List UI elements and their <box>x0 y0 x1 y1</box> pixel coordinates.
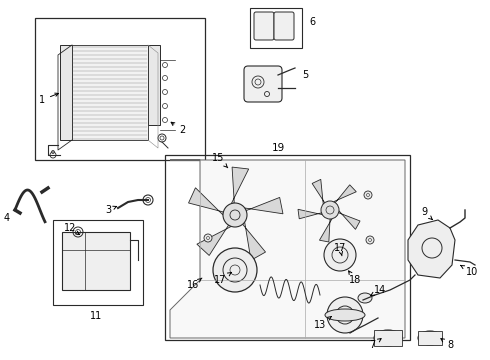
Text: 12: 12 <box>64 223 79 234</box>
Bar <box>165 155 410 340</box>
Text: 1: 1 <box>39 93 58 105</box>
Text: 11: 11 <box>90 311 102 321</box>
Text: 15: 15 <box>212 153 228 168</box>
Polygon shape <box>339 211 360 229</box>
Text: 5: 5 <box>302 70 308 80</box>
Circle shape <box>324 239 356 271</box>
Ellipse shape <box>418 331 442 345</box>
Polygon shape <box>170 160 405 338</box>
Circle shape <box>366 236 374 244</box>
Polygon shape <box>319 219 332 242</box>
Bar <box>72 45 148 140</box>
FancyBboxPatch shape <box>244 66 282 102</box>
Bar <box>60 45 72 140</box>
Text: 7: 7 <box>369 339 381 350</box>
Text: 17: 17 <box>334 243 346 256</box>
Circle shape <box>51 150 54 153</box>
Polygon shape <box>231 167 249 203</box>
Polygon shape <box>298 209 322 219</box>
Polygon shape <box>312 179 325 204</box>
FancyBboxPatch shape <box>254 12 274 40</box>
Polygon shape <box>197 225 231 256</box>
Circle shape <box>204 234 212 242</box>
Text: 4: 4 <box>4 213 10 223</box>
Text: 13: 13 <box>314 316 331 330</box>
Text: 14: 14 <box>371 285 386 296</box>
Polygon shape <box>334 185 356 203</box>
Circle shape <box>213 248 257 292</box>
Text: 3: 3 <box>105 205 117 215</box>
Bar <box>35 18 205 160</box>
Polygon shape <box>243 222 266 260</box>
Ellipse shape <box>374 330 402 346</box>
Text: 16: 16 <box>187 278 202 290</box>
Polygon shape <box>408 220 455 278</box>
Bar <box>250 8 302 48</box>
Bar <box>62 232 130 290</box>
Text: 9: 9 <box>421 207 432 220</box>
Bar <box>374 330 402 346</box>
Text: 6: 6 <box>309 17 315 27</box>
Circle shape <box>327 297 363 333</box>
Bar <box>418 331 442 345</box>
Text: 8: 8 <box>441 339 453 350</box>
Ellipse shape <box>358 293 372 303</box>
Circle shape <box>223 203 247 227</box>
Text: 19: 19 <box>271 143 285 153</box>
Bar <box>53 220 143 305</box>
Polygon shape <box>245 197 283 214</box>
Ellipse shape <box>325 309 365 321</box>
Circle shape <box>321 201 339 219</box>
FancyBboxPatch shape <box>274 12 294 40</box>
Text: 10: 10 <box>461 265 478 277</box>
Text: 2: 2 <box>171 122 185 135</box>
Text: 17: 17 <box>214 273 231 285</box>
Bar <box>148 45 160 125</box>
Circle shape <box>364 191 372 199</box>
Polygon shape <box>189 188 223 215</box>
Text: 18: 18 <box>348 271 361 285</box>
